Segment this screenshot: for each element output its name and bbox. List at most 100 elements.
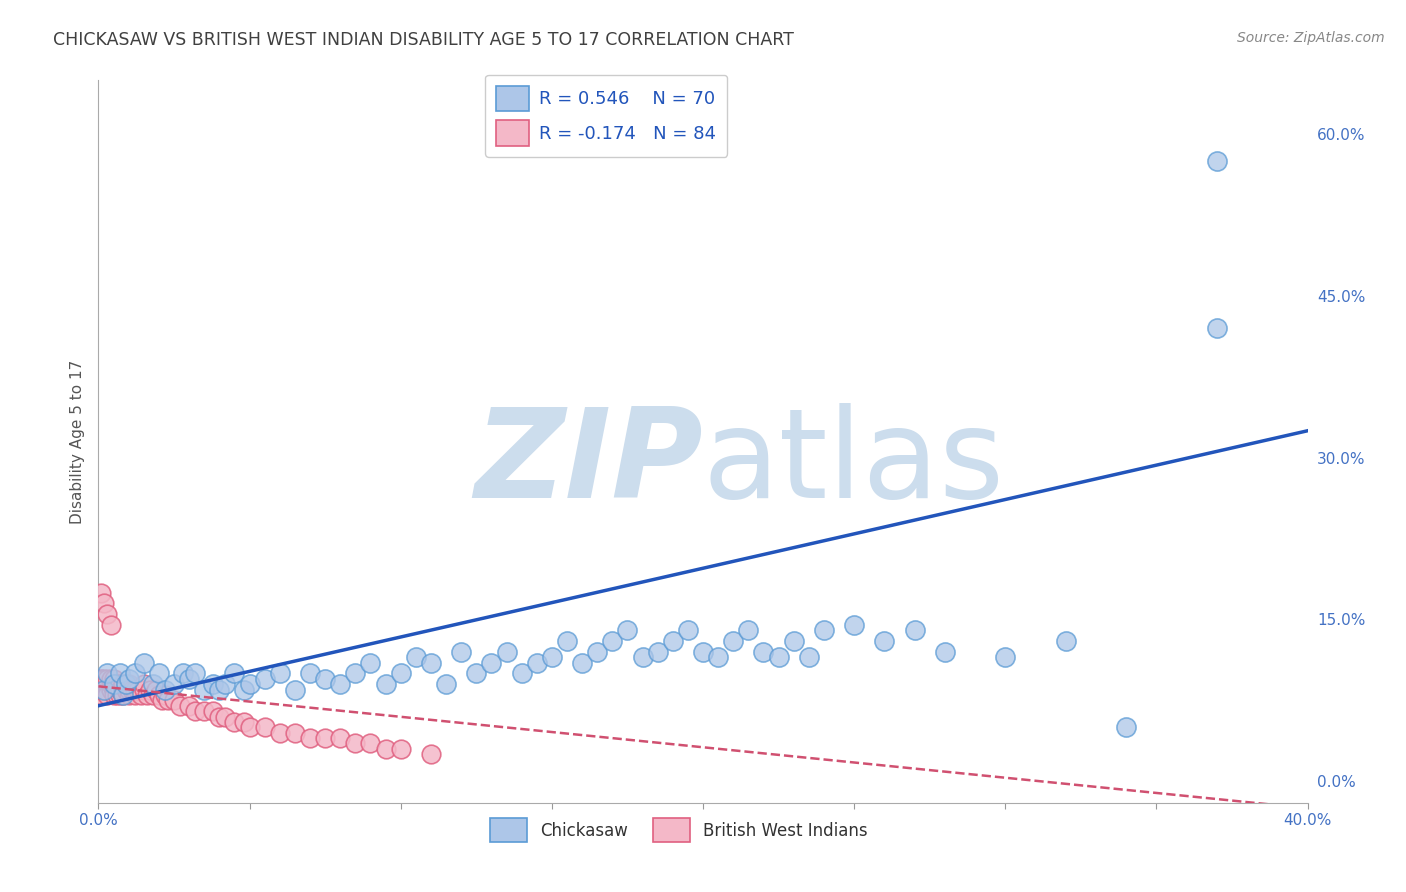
Point xyxy=(153,682,176,697)
Point xyxy=(103,677,125,691)
Point xyxy=(374,742,396,756)
Point xyxy=(90,688,112,702)
Point xyxy=(232,714,254,729)
Point xyxy=(314,731,336,745)
Point xyxy=(239,677,262,691)
Point xyxy=(108,688,131,702)
Text: ZIP: ZIP xyxy=(474,402,703,524)
Point xyxy=(96,607,118,621)
Point xyxy=(142,677,165,691)
Point xyxy=(253,720,276,734)
Point xyxy=(1054,634,1077,648)
Point xyxy=(179,672,201,686)
Point xyxy=(93,596,115,610)
Point xyxy=(148,666,170,681)
Point xyxy=(661,634,683,648)
Point xyxy=(481,656,503,670)
Point xyxy=(284,682,307,697)
Point xyxy=(752,645,775,659)
Point xyxy=(100,672,122,686)
Point xyxy=(124,666,146,681)
Point xyxy=(129,688,152,702)
Point xyxy=(111,688,134,702)
Point xyxy=(510,666,533,681)
Point xyxy=(314,672,336,686)
Point xyxy=(269,725,291,739)
Point xyxy=(118,682,141,697)
Point xyxy=(450,645,472,659)
Point xyxy=(132,656,155,670)
Y-axis label: Disability Age 5 to 17: Disability Age 5 to 17 xyxy=(69,359,84,524)
Point xyxy=(142,688,165,702)
Point xyxy=(103,672,125,686)
Point xyxy=(994,650,1017,665)
Point xyxy=(132,682,155,697)
Point xyxy=(111,682,134,697)
Point xyxy=(150,693,173,707)
Point xyxy=(540,650,562,665)
Point xyxy=(105,688,128,702)
Point xyxy=(873,634,896,648)
Point xyxy=(132,677,155,691)
Point xyxy=(103,677,125,691)
Text: Source: ZipAtlas.com: Source: ZipAtlas.com xyxy=(1237,31,1385,45)
Point xyxy=(90,672,112,686)
Point xyxy=(253,672,276,686)
Point xyxy=(127,682,149,697)
Point xyxy=(495,645,517,659)
Point xyxy=(844,618,866,632)
Point xyxy=(118,688,141,702)
Point xyxy=(526,656,548,670)
Point xyxy=(135,688,157,702)
Point xyxy=(90,677,112,691)
Point xyxy=(904,624,927,638)
Point xyxy=(90,682,112,697)
Point xyxy=(93,682,115,697)
Point xyxy=(90,682,112,697)
Text: CHICKASAW VS BRITISH WEST INDIAN DISABILITY AGE 5 TO 17 CORRELATION CHART: CHICKASAW VS BRITISH WEST INDIAN DISABIL… xyxy=(53,31,794,49)
Point xyxy=(676,624,699,638)
Point xyxy=(224,714,246,729)
Point xyxy=(108,677,131,691)
Point xyxy=(571,656,593,670)
Point xyxy=(631,650,654,665)
Point xyxy=(420,656,443,670)
Point xyxy=(124,688,146,702)
Point xyxy=(344,666,367,681)
Point xyxy=(103,688,125,702)
Point xyxy=(163,677,186,691)
Point xyxy=(214,677,236,691)
Point xyxy=(193,682,215,697)
Point xyxy=(96,682,118,697)
Point xyxy=(105,682,128,697)
Point xyxy=(202,704,225,718)
Point xyxy=(124,682,146,697)
Point xyxy=(224,666,246,681)
Point xyxy=(108,682,131,697)
Point xyxy=(616,624,638,638)
Point xyxy=(139,682,162,697)
Point xyxy=(163,693,186,707)
Point xyxy=(768,650,790,665)
Point xyxy=(420,747,443,762)
Point xyxy=(179,698,201,713)
Point xyxy=(145,682,167,697)
Point xyxy=(121,682,143,697)
Point xyxy=(96,677,118,691)
Point xyxy=(93,682,115,697)
Point xyxy=(934,645,956,659)
Point xyxy=(90,677,112,691)
Point xyxy=(93,682,115,697)
Point xyxy=(93,677,115,691)
Point xyxy=(389,742,412,756)
Point xyxy=(169,698,191,713)
Point xyxy=(602,634,624,648)
Point xyxy=(114,682,136,697)
Point xyxy=(737,624,759,638)
Point xyxy=(100,677,122,691)
Point xyxy=(202,677,225,691)
Point xyxy=(269,666,291,681)
Point xyxy=(100,682,122,697)
Point xyxy=(184,704,207,718)
Point xyxy=(118,677,141,691)
